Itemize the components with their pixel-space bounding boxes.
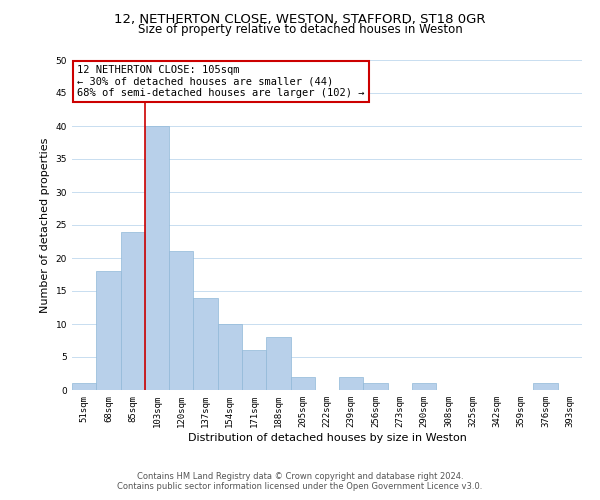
Bar [412, 384, 436, 390]
Bar [169, 252, 193, 390]
Bar [290, 377, 315, 390]
Bar [533, 384, 558, 390]
Text: 12 NETHERTON CLOSE: 105sqm
← 30% of detached houses are smaller (44)
68% of semi: 12 NETHERTON CLOSE: 105sqm ← 30% of deta… [77, 65, 365, 98]
Bar [242, 350, 266, 390]
Y-axis label: Number of detached properties: Number of detached properties [40, 138, 50, 312]
Text: Contains HM Land Registry data © Crown copyright and database right 2024.: Contains HM Land Registry data © Crown c… [137, 472, 463, 481]
Text: 12, NETHERTON CLOSE, WESTON, STAFFORD, ST18 0GR: 12, NETHERTON CLOSE, WESTON, STAFFORD, S… [114, 12, 486, 26]
Bar [364, 384, 388, 390]
Bar [145, 126, 169, 390]
X-axis label: Distribution of detached houses by size in Weston: Distribution of detached houses by size … [188, 432, 466, 442]
Bar [121, 232, 145, 390]
Bar [72, 384, 96, 390]
Text: Size of property relative to detached houses in Weston: Size of property relative to detached ho… [137, 22, 463, 36]
Bar [96, 271, 121, 390]
Text: Contains public sector information licensed under the Open Government Licence v3: Contains public sector information licen… [118, 482, 482, 491]
Bar [193, 298, 218, 390]
Bar [218, 324, 242, 390]
Bar [266, 337, 290, 390]
Bar [339, 377, 364, 390]
